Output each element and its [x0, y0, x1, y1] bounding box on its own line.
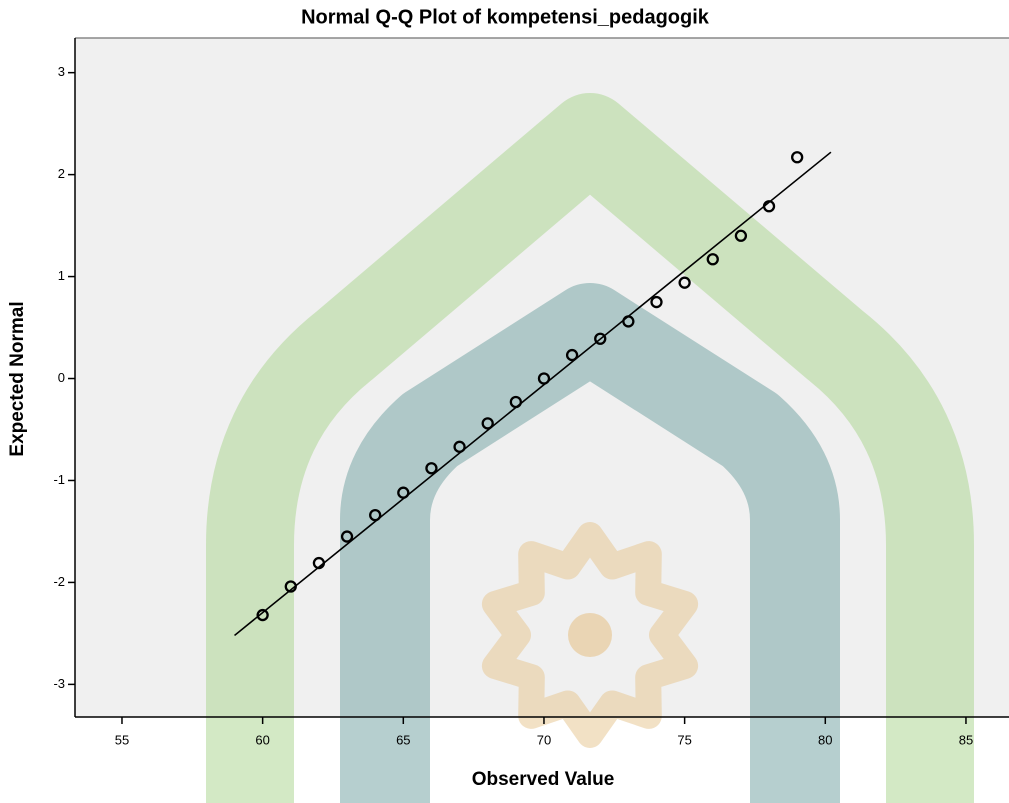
y-tick-label: -1: [53, 472, 65, 487]
data-point: [369, 508, 382, 522]
data-point: [256, 608, 269, 622]
x-tick-label: 55: [115, 732, 129, 747]
watermark-arch-outer: [206, 93, 974, 803]
y-tick-label: 1: [58, 268, 65, 283]
x-tick-label: 65: [396, 732, 410, 747]
data-point: [594, 332, 607, 345]
reference-line: [234, 151, 832, 637]
y-tick-label: -2: [53, 574, 65, 589]
x-axis-title: Observed Value: [472, 769, 615, 790]
y-tick-label: 0: [58, 370, 65, 385]
data-point: [734, 229, 748, 242]
x-tick-label: 60: [255, 732, 269, 747]
data-point: [537, 372, 551, 385]
data-point: [678, 276, 691, 289]
watermark-star: [481, 522, 699, 748]
data-point: [340, 530, 354, 543]
data-point: [565, 348, 579, 362]
data-point: [706, 253, 719, 266]
x-tick-label: 80: [818, 732, 832, 747]
x-tick-label: 70: [537, 732, 551, 747]
y-tick-label: -3: [53, 676, 65, 691]
x-tick-label: 75: [677, 732, 691, 747]
data-point: [453, 440, 466, 453]
chart-title: Normal Q-Q Plot of kompetensi_pedagogik: [301, 6, 710, 28]
y-tick-label: 2: [58, 166, 65, 181]
data-point: [791, 151, 804, 164]
watermark: [206, 93, 974, 803]
y-axis-title: Expected Normal: [7, 301, 28, 456]
watermark-dot: [568, 613, 612, 657]
data-point: [481, 417, 494, 430]
data-point: [650, 295, 663, 309]
x-tick-label: 85: [959, 732, 973, 747]
data-point: [425, 462, 438, 475]
watermark-arch-inner: [340, 283, 840, 803]
y-tick-label: 3: [58, 64, 65, 79]
